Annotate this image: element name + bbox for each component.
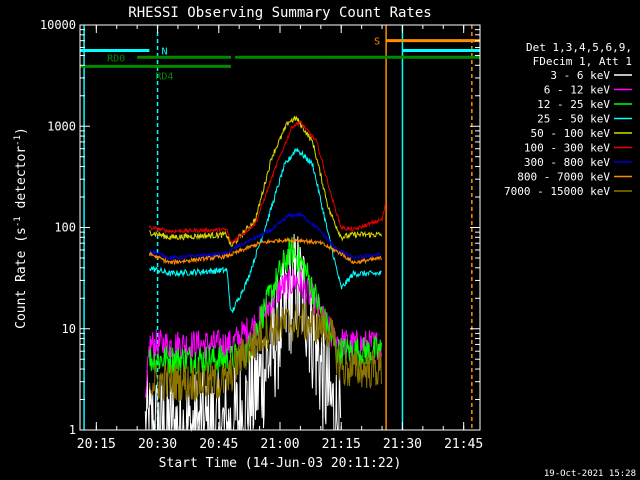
flag-label-s: S [374,37,380,48]
y-tick-label-3: 1000 [47,119,76,133]
footer-date: 19-Oct-2021 15:28 [544,469,636,479]
plot-frame [79,24,481,431]
y-axis-label-main: Count Rate (s [14,227,29,329]
legend-header-1: FDecim 1, Att 1 [533,55,632,68]
y-axis-label-mid: detector [14,146,29,217]
y-tick-label-4: 10000 [40,18,76,32]
y-tick-label-1: 10 [62,322,76,336]
flag-label-rd4: RD4 [155,71,173,82]
x-tick-label-5: 21:30 [383,437,422,452]
x-tick-label-3: 21:00 [260,437,299,452]
chart-title: RHESSI Observing Summary Count Rates [128,5,431,21]
legend-label-2: 12 - 25 keV [537,98,610,111]
legend-label-5: 100 - 300 keV [524,142,610,155]
flag-label-n: N [162,46,168,57]
x-tick-label-2: 20:45 [199,437,238,452]
x-axis-label: Start Time (14-Jun-03 20:11:22) [159,456,402,471]
series-line-7 [148,236,382,266]
legend-label-0: 3 - 6 keV [550,69,610,82]
axes: 1 10 100 1000 10000 20:15 20:30 20:45 21:00 21:15… [40,18,483,452]
series-line-5 [148,120,386,246]
legend-label-3: 25 - 50 keV [537,113,610,126]
y-axis-label: Count Rate (s-1 detector-1) [13,127,29,329]
x-tick-label-1: 20:30 [138,437,177,452]
y-axis-label-sup1: -1 [13,216,23,227]
legend-label-1: 6 - 12 keV [544,84,611,97]
y-tick-label-0: 1 [69,423,76,437]
legend-header-0: Det 1,3,4,5,6,9, [526,41,632,54]
series-line-2 [148,236,382,376]
y-tick-label-2: 100 [54,221,76,235]
legend-label-6: 300 - 800 keV [524,156,610,169]
y-axis-label-end: ) [14,127,29,135]
series-line-4 [149,115,382,248]
plot-area: N S RD0 RD4 [80,25,480,432]
x-tick-label-0: 20:15 [77,437,116,452]
legend-label-8: 7000 - 15000 keV [504,185,610,198]
legend-label-4: 50 - 100 keV [531,127,611,140]
x-tick-label-6: 21:45 [444,437,483,452]
legend-label-7: 800 - 7000 keV [517,171,610,184]
series-line-6 [148,211,382,262]
legend: Det 1,3,4,5,6,9,FDecim 1, Att 13 - 6 keV… [504,41,632,198]
series-line-8 [148,302,382,402]
flag-label-rd0: RD0 [107,53,125,64]
series-line-3 [148,147,382,314]
x-tick-label-4: 21:15 [322,437,361,452]
y-axis-label-sup2: -1 [13,135,23,146]
